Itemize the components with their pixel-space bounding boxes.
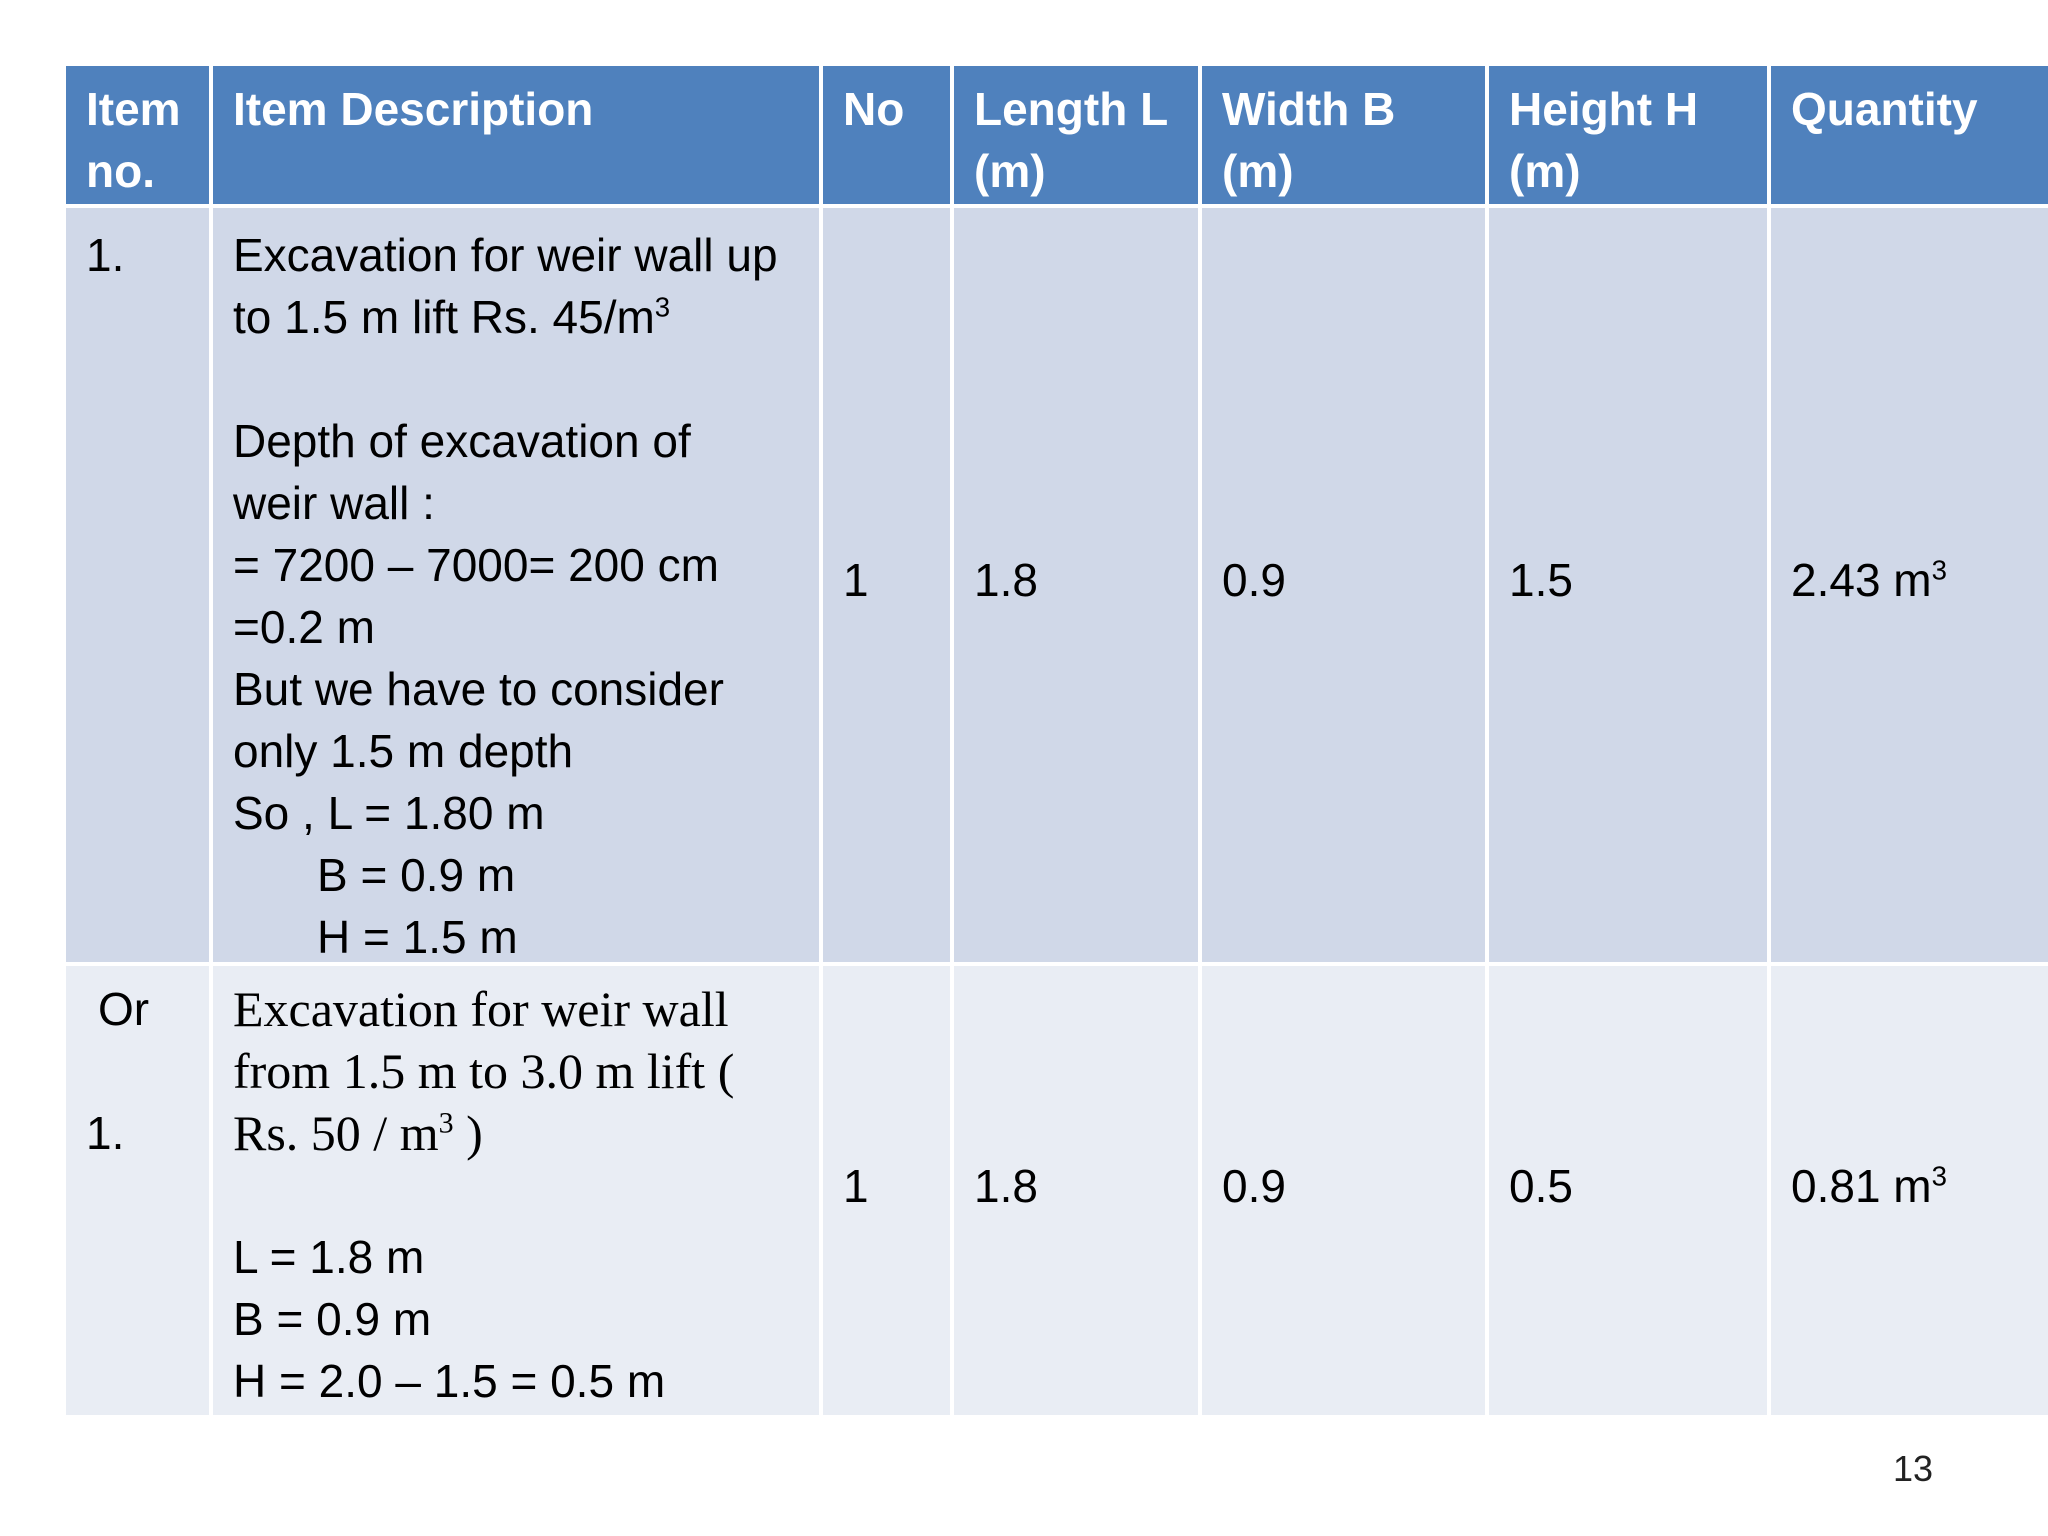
row2-description: Excavation for weir wall from 1.5 m to 3…	[213, 966, 819, 1415]
row2-width: 0.9	[1202, 966, 1485, 1415]
header-item-no: Item no.	[66, 66, 209, 204]
row2-height: 0.5	[1489, 966, 1767, 1415]
header-item-description: Item Description	[213, 66, 819, 204]
row1-quantity: 2.43 m3	[1771, 208, 2048, 962]
header-no: No	[823, 66, 950, 204]
page-number: 13	[1893, 1448, 1934, 1489]
row1-length: 1.8	[954, 208, 1198, 962]
header-quantity: Quantity	[1771, 66, 2048, 204]
row1-width: 0.9	[1202, 208, 1485, 962]
header-width: Width B (m)	[1202, 66, 1485, 204]
row2-item-no: Or 1.	[66, 966, 209, 1415]
estimate-table: Item no. Item Description No Length L (m…	[66, 66, 2048, 1415]
row2-no: 1	[823, 966, 950, 1415]
row1-no: 1	[823, 208, 950, 962]
header-height: Height H (m)	[1489, 66, 1767, 204]
header-length: Length L (m)	[954, 66, 1198, 204]
row2-quantity: 0.81 m3	[1771, 966, 2048, 1415]
row1-item-no: 1.	[66, 208, 209, 962]
row2-length: 1.8	[954, 966, 1198, 1415]
row1-height: 1.5	[1489, 208, 1767, 962]
row1-description: Excavation for weir wall up to 1.5 m lif…	[213, 208, 819, 963]
